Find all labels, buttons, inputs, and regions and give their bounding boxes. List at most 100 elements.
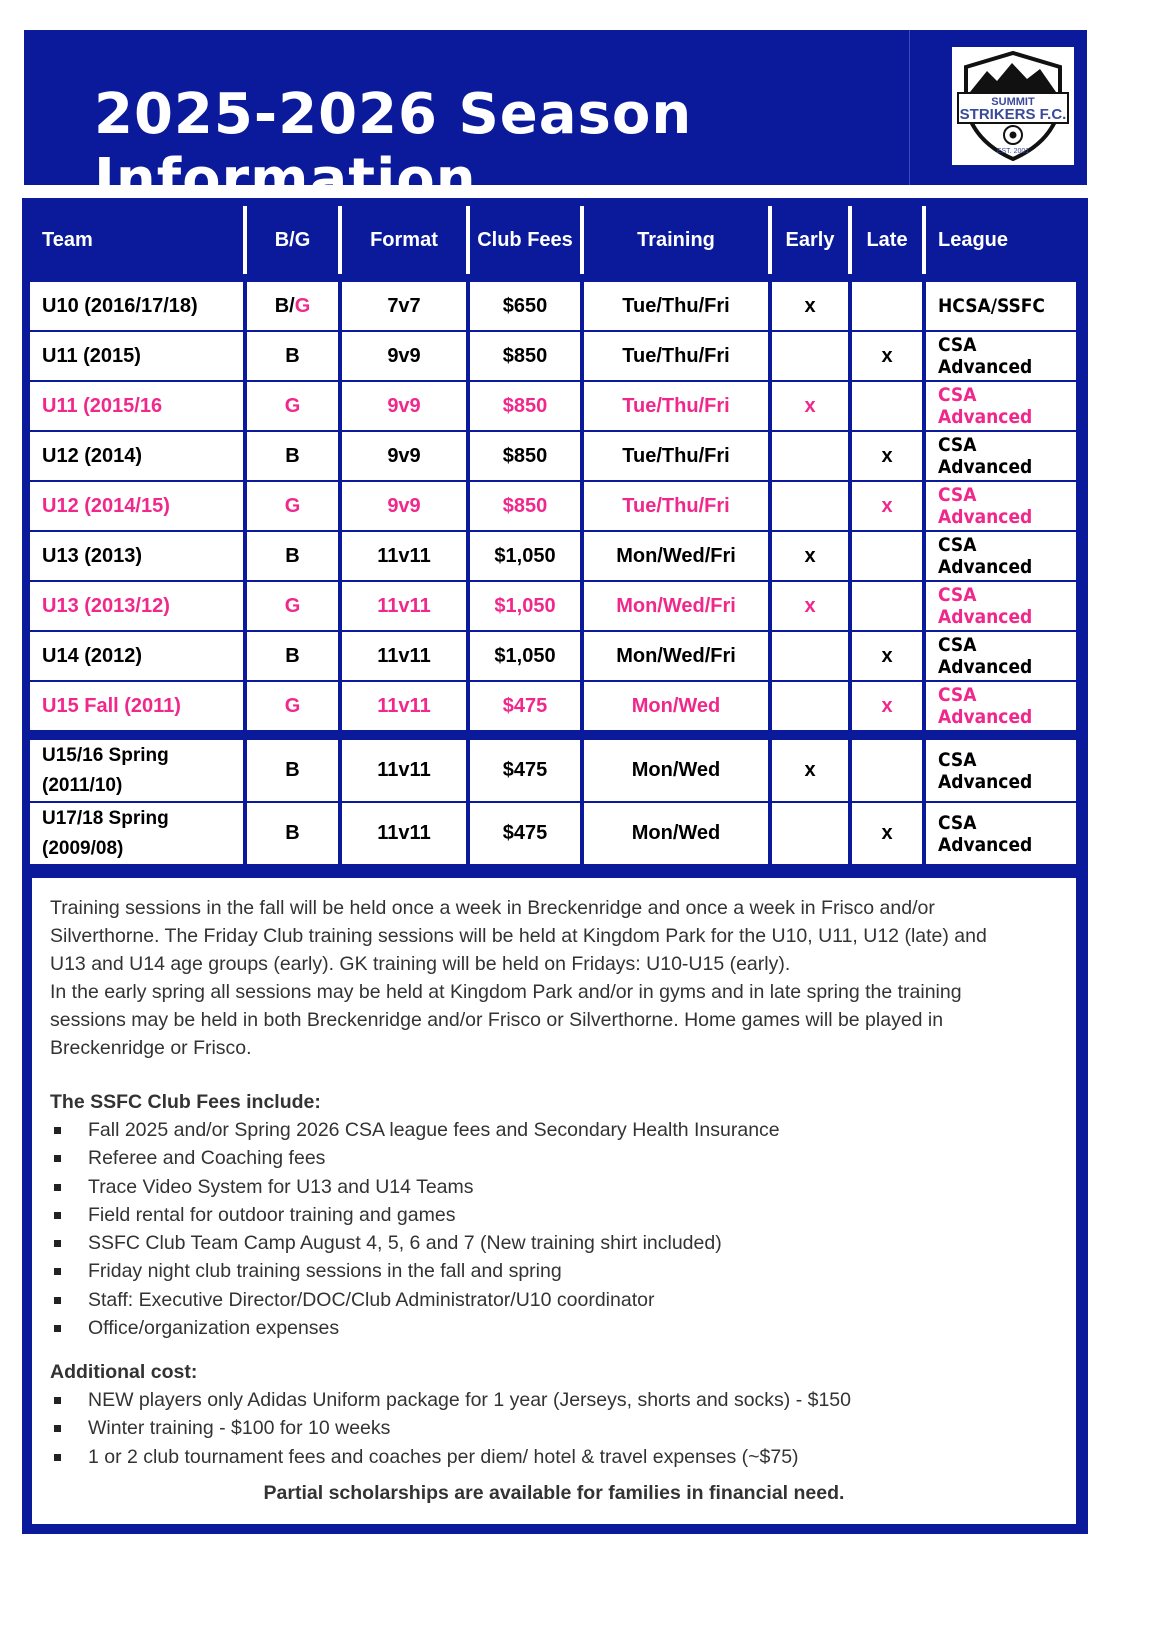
early-cell <box>768 801 851 866</box>
league-cell: CSA Advanced <box>922 430 1078 482</box>
bullet-item: NEW players only Adidas Uniform package … <box>50 1386 1050 1414</box>
gender-girls: G <box>294 294 311 317</box>
training-cell: Mon/Wed/Fri <box>580 530 771 582</box>
team-cell: U13 (2013/12) <box>30 580 246 632</box>
team-cell: U15 Fall (2011) <box>30 680 246 736</box>
late-cell: x <box>848 680 925 736</box>
page-title: 2025-2026 Season Information <box>94 82 693 212</box>
training-cell: Tue/Thu/Fri <box>580 330 771 382</box>
season-table: Team B/G Format Club Fees Training Early… <box>30 206 1078 866</box>
gender-cell: B <box>243 330 341 382</box>
format-cell: 7v7 <box>338 277 469 332</box>
bullet-item: Field rental for outdoor training and ga… <box>50 1201 1050 1229</box>
bullet-item: Trace Video System for U13 and U14 Teams <box>50 1173 1050 1201</box>
col-header-training: Training <box>580 206 770 282</box>
early-cell: x <box>768 380 851 432</box>
additional-heading: Additional cost: <box>50 1361 198 1383</box>
gender-cell: G <box>243 580 341 632</box>
gender-cell: B <box>243 730 341 803</box>
training-cell: Tue/Thu/Fri <box>580 380 771 432</box>
late-cell <box>848 277 925 332</box>
fees-cell: $1,050 <box>466 530 583 582</box>
format-cell: 11v11 <box>338 730 469 803</box>
early-cell: x <box>768 580 851 632</box>
table-row: U11 (2015) B 9v9 $850 Tue/Thu/Fri x CSA Advanc… <box>30 330 1078 382</box>
league-cell: CSA Advanced <box>922 630 1078 682</box>
svg-text:SUMMIT: SUMMIT <box>991 96 1035 108</box>
title-banner: 2025-2026 Season Information SUMMIT STRI… <box>24 30 1087 212</box>
season-table-frame: Team B/G Format Club Fees Training Early… <box>22 198 1088 1534</box>
gender-boys: B/ <box>274 294 295 317</box>
bullet-item: Winter training - $100 for 10 weeks <box>50 1414 1050 1442</box>
col-header-team: Team <box>30 206 245 282</box>
training-cell: Tue/Thu/Fri <box>580 277 771 332</box>
early-cell <box>768 630 851 682</box>
late-cell: x <box>848 480 925 532</box>
early-cell: x <box>768 277 851 332</box>
team-cell: U14 (2012) <box>30 630 246 682</box>
col-header-late: Late <box>848 206 924 282</box>
col-header-bg: B/G <box>243 206 340 282</box>
training-cell: Mon/Wed <box>580 680 771 736</box>
late-cell: x <box>848 801 925 866</box>
fees-cell: $850 <box>466 330 583 382</box>
fees-cell: $650 <box>466 277 583 332</box>
table-row: U13 (2013) B 11v11 $1,050 Mon/Wed/Fri x CSA Ad… <box>30 530 1078 582</box>
fees-cell: $1,050 <box>466 580 583 632</box>
notes-paragraph: In the early spring all sessions may be … <box>50 981 962 1059</box>
team-cell: U13 (2013) <box>30 530 246 582</box>
early-cell <box>768 430 851 482</box>
format-cell: 11v11 <box>338 580 469 632</box>
format-cell: 11v11 <box>338 530 469 582</box>
gender-cell: B <box>243 801 341 866</box>
format-cell: 9v9 <box>338 330 469 382</box>
league-cell: CSA Advanced <box>922 580 1078 632</box>
team-cell: U11 (2015/16 <box>30 380 246 432</box>
training-cell: Mon/Wed/Fri <box>580 580 771 632</box>
training-cell: Tue/Thu/Fri <box>580 480 771 532</box>
gender-cell: G <box>243 380 341 432</box>
late-cell: x <box>848 630 925 682</box>
col-header-league: League <box>922 206 1077 282</box>
league-cell: CSA Advanced <box>922 480 1078 532</box>
late-cell <box>848 530 925 582</box>
notes-section: Training sessions in the fall will be he… <box>32 878 1076 1524</box>
fees-heading: The SSFC Club Fees include: <box>50 1091 321 1113</box>
svg-text:STRIKERS F.C.: STRIKERS F.C. <box>960 106 1067 123</box>
team-cell: U12 (2014) <box>30 430 246 482</box>
training-cell: Mon/Wed <box>580 730 771 803</box>
bullet-item: Office/organization expenses <box>50 1314 1050 1342</box>
fees-cell: $1,050 <box>466 630 583 682</box>
training-cell: Mon/Wed/Fri <box>580 630 771 682</box>
team-cell: U12 (2014/15) <box>30 480 246 532</box>
format-cell: 9v9 <box>338 430 469 482</box>
late-cell <box>848 380 925 432</box>
league-cell: CSA Advanced <box>922 801 1078 866</box>
early-cell <box>768 680 851 736</box>
svg-text:EST. 2001: EST. 2001 <box>997 148 1029 155</box>
fees-list: Fall 2025 and/or Spring 2026 CSA league … <box>50 1116 1050 1342</box>
fees-cell: $850 <box>466 380 583 432</box>
format-cell: 11v11 <box>338 680 469 736</box>
league-cell: CSA Advanced <box>922 380 1078 432</box>
notes-paragraph: Training sessions in the fall will be he… <box>50 897 987 975</box>
early-cell: x <box>768 730 851 803</box>
team-cell: U10 (2016/17/18) <box>30 277 246 332</box>
team-cell: U11 (2015) <box>30 330 246 382</box>
col-header-early: Early <box>768 206 850 282</box>
format-cell: 11v11 <box>338 630 469 682</box>
table-row: U11 (2015/16 G 9v9 $850 Tue/Thu/Fri x CSA Adva… <box>30 380 1078 432</box>
gender-cell: B <box>243 630 341 682</box>
late-cell <box>848 730 925 803</box>
table-row: U15 Fall (2011) G 11v11 $475 Mon/Wed x CSA Adv… <box>30 680 1078 736</box>
late-cell: x <box>848 430 925 482</box>
table-row: U14 (2012) B 11v11 $1,050 Mon/Wed/Fri x CSA Ad… <box>30 630 1078 682</box>
table-row: U15/16 Spring (2011/10) B 11v11 $475 Mon/Wed… <box>30 730 1078 803</box>
team-cell: U17/18 Spring (2009/08) <box>30 801 246 866</box>
additional-list: NEW players only Adidas Uniform package … <box>50 1386 1050 1471</box>
league-cell: HCSA/SSFC <box>922 277 1078 332</box>
gender-cell: G <box>243 680 341 736</box>
fees-cell: $475 <box>466 680 583 736</box>
table-row: U10 (2016/17/18) B/G 7v7 $650 Tue/Thu/Fri x HC… <box>30 277 1078 332</box>
league-cell: CSA Advanced <box>922 730 1078 803</box>
